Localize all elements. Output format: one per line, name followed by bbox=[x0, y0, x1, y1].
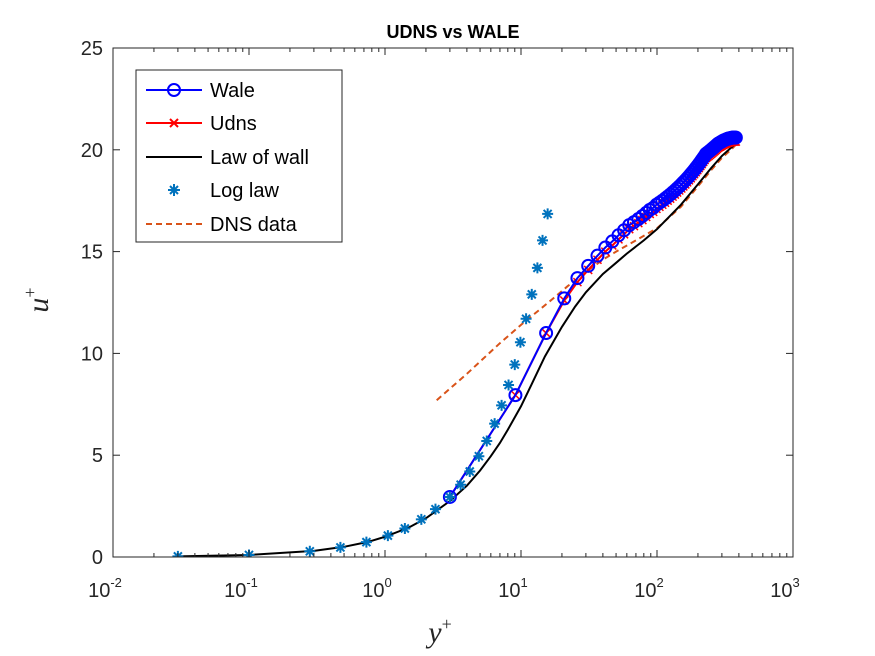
log-law-point bbox=[481, 435, 493, 447]
y-tick-label: 25 bbox=[81, 38, 103, 60]
wale-point bbox=[539, 326, 554, 341]
log-law-point bbox=[455, 479, 467, 491]
log-law-point bbox=[464, 465, 476, 477]
udns-point bbox=[592, 255, 603, 265]
chart-title: UDNS vs WALE bbox=[386, 22, 519, 42]
log-law-point bbox=[509, 359, 521, 371]
log-law-point bbox=[415, 513, 427, 525]
udns-point bbox=[572, 277, 582, 287]
legend-label-wale: Wale bbox=[210, 80, 255, 102]
x-tick-label: 101 bbox=[498, 575, 527, 602]
x-axis-label: y+ bbox=[425, 614, 451, 649]
log-law-point bbox=[526, 288, 538, 300]
dns-data-line bbox=[436, 144, 737, 401]
legend: Wale Udns Law of wall Log law DNS data bbox=[135, 69, 343, 243]
x-tick-label: 103 bbox=[770, 575, 799, 602]
log-law-point bbox=[514, 336, 526, 348]
wale-point bbox=[570, 271, 585, 286]
log-law-point bbox=[304, 545, 316, 557]
wale-point bbox=[581, 258, 596, 273]
x-tick-label: 10-1 bbox=[224, 575, 258, 602]
wale-point bbox=[508, 388, 523, 403]
legend-label-dns-data: DNS data bbox=[210, 214, 298, 236]
y-tick-label: 20 bbox=[81, 140, 103, 162]
log-law-point bbox=[496, 399, 508, 411]
udns-point bbox=[583, 265, 593, 275]
legend-label-udns: Udns bbox=[210, 113, 257, 135]
legend-item-wale: Wale bbox=[146, 80, 255, 102]
log-law-point bbox=[382, 530, 394, 542]
x-tick-label: 102 bbox=[634, 575, 663, 602]
log-law-point bbox=[531, 262, 543, 274]
log-law-point bbox=[444, 491, 456, 503]
y-tick-label: 10 bbox=[81, 343, 103, 365]
log-law-point bbox=[503, 379, 515, 391]
log-law-point bbox=[489, 418, 501, 430]
log-law-point bbox=[334, 541, 346, 553]
asterisk-marker-icon bbox=[168, 184, 180, 196]
wale-point bbox=[728, 130, 743, 145]
wale-point bbox=[557, 291, 572, 306]
log-law-point bbox=[429, 503, 441, 515]
log-law-point bbox=[473, 450, 485, 462]
wale-point bbox=[442, 489, 457, 504]
legend-item-law-of-wall: Law of wall bbox=[146, 147, 309, 169]
ticks-layer: 10-2 10-1 100 101 102 103 0 5 10 15 20 25 bbox=[81, 38, 800, 602]
legend-label-law-of-wall: Law of wall bbox=[210, 147, 309, 169]
log-law-point bbox=[537, 234, 549, 246]
log-law-point bbox=[520, 313, 532, 325]
x-tick-label: 100 bbox=[362, 575, 391, 602]
legend-item-dns-data: DNS data bbox=[146, 214, 298, 236]
x-tick-label: 10-2 bbox=[88, 575, 122, 602]
axes-box bbox=[112, 47, 794, 558]
y-tick-label: 0 bbox=[92, 547, 103, 569]
y-tick-label: 5 bbox=[92, 445, 103, 467]
log-law-point bbox=[360, 536, 372, 548]
legend-item-udns: Udns bbox=[146, 113, 257, 135]
y-tick-label: 15 bbox=[81, 242, 103, 264]
log-law-point bbox=[399, 522, 411, 534]
circle-marker-icon bbox=[167, 83, 181, 97]
x-marker-icon bbox=[169, 118, 179, 128]
wale-point bbox=[590, 248, 605, 263]
legend-label-log-law: Log law bbox=[210, 180, 279, 202]
y-axis-label: u+ bbox=[20, 287, 55, 312]
legend-item-log-law: Log law bbox=[168, 180, 279, 202]
log-law-point bbox=[542, 208, 554, 220]
